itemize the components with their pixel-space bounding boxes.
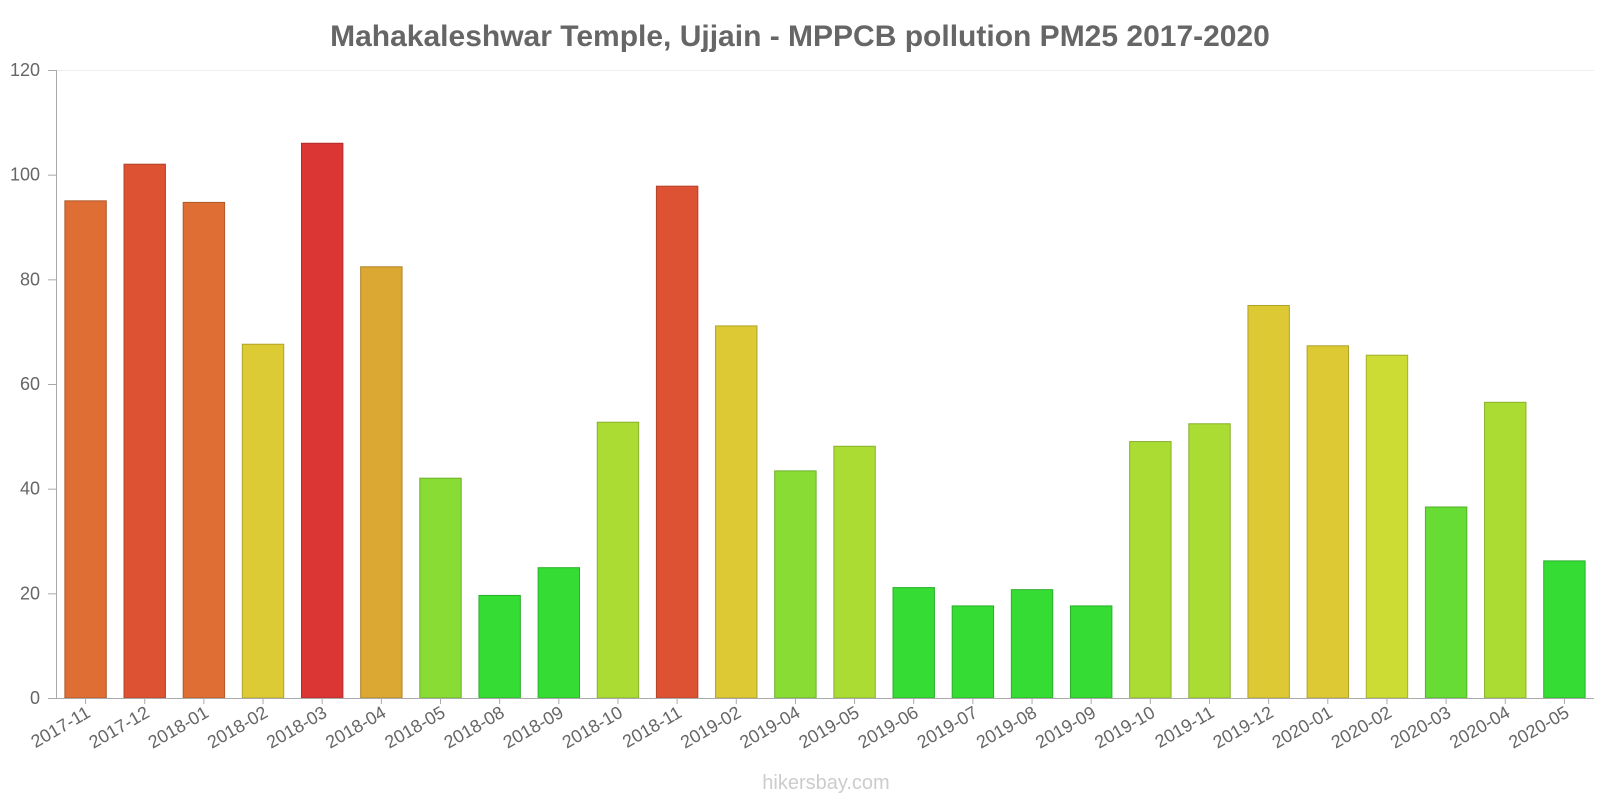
bar-2020-05[interactable] [1543,560,1586,699]
bar-2018-09[interactable] [537,567,581,699]
x-tick-label: 2020-03 [1387,702,1454,752]
y-tick-label: 100 [10,165,40,185]
x-tick-label: 2019-10 [1091,702,1158,752]
bar-2018-05[interactable] [419,477,462,699]
x-tick-label: 2018-02 [204,702,271,752]
bar-2019-10[interactable] [1129,441,1172,699]
bar-2018-08[interactable] [478,594,521,699]
watermark: hikersbay.com [762,772,889,794]
x-tick-label: 2018-08 [440,702,507,752]
bar-2020-03[interactable] [1424,506,1468,699]
bar-2019-07[interactable] [951,605,995,699]
x-tick-label: 2019-09 [1032,702,1099,752]
bar-2018-03[interactable] [300,142,344,699]
bar-2018-02[interactable] [241,343,285,699]
bar-2019-04[interactable] [774,470,817,699]
bar-2017-12[interactable] [123,163,166,699]
x-tick-label: 2020-02 [1328,702,1395,752]
x-tick-label: 2018-03 [263,702,330,752]
bar-2018-01[interactable] [182,201,226,699]
chart-title: Mahakaleshwar Temple, Ujjain - MPPCB pol… [330,20,1270,53]
bar-2017-11[interactable] [64,200,107,699]
bar-2019-08[interactable] [1010,589,1054,699]
bar-2019-06[interactable] [892,587,935,699]
y-tick-label: 80 [20,269,40,289]
bar-2020-04[interactable] [1484,401,1527,699]
x-tick-label: 2018-01 [145,702,212,752]
x-axis: 2017-112017-122018-012018-022018-032018-… [28,698,1572,752]
x-tick-label: 2020-01 [1269,702,1336,752]
x-tick-label: 2018-05 [381,702,448,752]
x-tick-label: 2019-02 [677,702,744,752]
x-tick-label: 2017-11 [28,702,94,752]
x-tick-label: 2018-10 [559,702,626,752]
bar-2018-10[interactable] [596,421,640,699]
x-tick-label: 2019-07 [914,702,981,752]
y-tick-label: 120 [10,60,40,80]
x-tick-label: 2017-12 [86,702,153,752]
bar-2019-12[interactable] [1247,305,1290,699]
x-tick-label: 2019-04 [736,702,803,752]
bar-2019-09[interactable] [1069,605,1113,699]
x-tick-label: 2019-05 [795,702,862,752]
x-tick-label: 2018-04 [322,702,389,752]
y-axis: 0 20 40 60 80 100 120 [10,60,1594,708]
bar-2020-02[interactable] [1365,354,1409,699]
x-tick-label: 2019-08 [973,702,1040,752]
x-tick-label: 2018-11 [619,702,685,752]
bar-2018-11[interactable] [655,185,699,699]
y-tick-label: 60 [20,374,40,394]
x-tick-label: 2020-05 [1505,702,1572,752]
bar-2019-11[interactable] [1188,423,1231,699]
bar-2018-04[interactable] [360,266,403,699]
x-tick-label: 2018-09 [500,702,567,752]
y-tick-label: 40 [20,479,40,499]
x-tick-label: 2020-04 [1446,702,1513,752]
x-tick-label: 2019-12 [1209,702,1276,752]
y-tick-label: 0 [30,688,40,708]
bar-2019-05[interactable] [833,445,876,699]
x-tick-label: 2019-11 [1151,702,1217,752]
y-tick-label: 20 [20,583,40,603]
x-tick-label: 2019-06 [855,702,922,752]
bar-2019-02[interactable] [715,325,758,699]
bar-series [64,142,1586,699]
bar-2020-01[interactable] [1306,345,1350,699]
